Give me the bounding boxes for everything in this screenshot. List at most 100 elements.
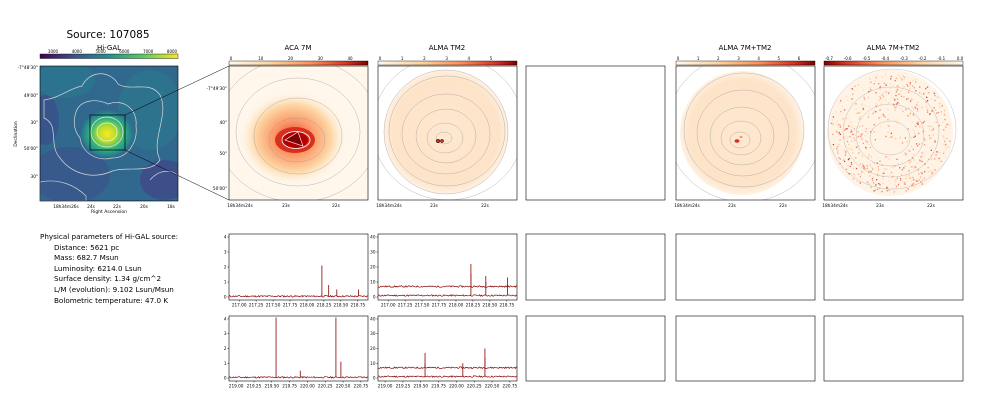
noise-pixel	[921, 94, 923, 96]
x-tick-label: 218.75	[351, 303, 366, 308]
noise-pixel	[837, 152, 839, 154]
noise-pixel	[933, 92, 936, 95]
noise-pixel	[895, 103, 898, 105]
noise-pixel	[906, 84, 908, 86]
noise-pixel	[876, 162, 878, 164]
noise-pixel	[919, 92, 921, 94]
noise-pixel	[874, 189, 876, 191]
noise-pixel	[927, 92, 929, 94]
empty-spectrum-panel	[525, 315, 666, 382]
noise-pixel	[907, 188, 909, 190]
noise-pixel	[907, 115, 909, 117]
noise-pixel	[863, 168, 865, 171]
x-tick-label: 220.50	[336, 384, 351, 389]
noise-pixel	[940, 111, 943, 113]
noise-pixel	[916, 145, 919, 147]
noise-pixel	[905, 187, 907, 189]
x-tick-label: 220.75	[503, 384, 518, 389]
noise-pixel	[934, 94, 936, 97]
noise-pixel	[868, 154, 870, 156]
noise-pixel	[943, 129, 945, 131]
noise-pixel	[862, 89, 865, 91]
colorbar-tick-label: 8000	[167, 49, 178, 54]
noise-pixel	[884, 156, 886, 158]
spectrum-frame	[228, 233, 369, 301]
spectrum-trace	[377, 375, 518, 378]
noise-pixel	[908, 150, 910, 152]
noise-pixel	[936, 151, 938, 153]
noise-pixel	[883, 82, 885, 84]
noise-pixel	[882, 171, 885, 173]
noise-pixel	[848, 158, 850, 160]
noise-pixel	[839, 133, 841, 135]
noise-pixel	[924, 171, 926, 173]
noise-pixel	[920, 143, 922, 145]
higal-title: Hi-GAL	[97, 44, 121, 52]
noise-pixel	[915, 90, 917, 92]
noise-pixel	[879, 96, 881, 98]
noise-pixel	[902, 110, 904, 113]
noise-pixel	[873, 163, 876, 165]
noise-pixel	[845, 135, 847, 137]
x-tick-label: 218.75	[500, 303, 515, 308]
noise-pixel	[873, 131, 875, 133]
noise-pixel	[882, 94, 884, 96]
noise-pixel	[882, 178, 884, 180]
noise-pixel	[909, 112, 912, 115]
noise-pixel	[901, 169, 903, 171]
noise-pixel	[889, 174, 891, 176]
noise-pixel	[911, 98, 913, 101]
noise-pixel	[853, 89, 855, 91]
colorbar-tick-label: -0.7	[825, 56, 833, 61]
noise-pixel	[868, 106, 870, 108]
noise-pixel	[917, 121, 919, 123]
noise-pixel	[882, 92, 885, 94]
noise-pixel	[877, 174, 879, 176]
noise-pixel	[926, 109, 929, 111]
noise-pixel	[921, 160, 923, 163]
noise-pixel	[896, 88, 898, 90]
noise-pixel	[895, 185, 898, 188]
noise-pixel	[904, 165, 906, 167]
noise-pixel	[934, 99, 936, 102]
noise-pixel	[859, 125, 861, 127]
noise-pixel	[901, 87, 904, 90]
spectra: 217.00 217.25 217.50 217.75 218.00 218.25 218.…	[224, 233, 518, 389]
noise-pixel	[911, 184, 913, 186]
noise-pixel	[845, 117, 847, 120]
noise-pixel	[926, 86, 929, 88]
noise-pixel	[888, 125, 890, 127]
noise-pixel	[923, 138, 925, 140]
noise-pixel	[875, 184, 877, 186]
x-tick-label: 217.00	[232, 303, 247, 308]
noise-pixel	[875, 77, 877, 79]
noise-pixel	[914, 106, 916, 108]
noise-pixel	[862, 108, 865, 110]
noise-pixel	[873, 110, 875, 112]
noise-pixel	[845, 128, 847, 130]
noise-pixel	[929, 147, 932, 149]
noise-pixel	[909, 100, 912, 102]
noise-pixel	[866, 167, 868, 169]
noise-pixel	[840, 100, 842, 102]
y-tick-label: 2	[224, 265, 227, 270]
noise-pixel	[924, 154, 926, 156]
y-tick-label: 0	[224, 295, 227, 300]
noise-pixel	[899, 93, 901, 95]
noise-pixel	[930, 98, 933, 100]
noise-pixel	[847, 158, 850, 161]
noise-pixel	[916, 180, 918, 182]
y-tick-label: 0	[224, 376, 227, 381]
noise-pixel	[863, 167, 865, 170]
noise-pixel	[911, 137, 913, 139]
x-tick-label: 220.25	[318, 384, 333, 389]
x-tick-label: 217.50	[415, 303, 430, 308]
noise-pixel	[861, 171, 863, 173]
noise-pixel	[832, 144, 835, 146]
noise-pixel	[903, 76, 905, 78]
noise-pixel	[899, 137, 901, 139]
noise-pixel	[839, 139, 841, 141]
noise-pixel	[904, 183, 906, 185]
noise-pixel	[896, 85, 898, 87]
noise-pixel	[897, 85, 899, 87]
